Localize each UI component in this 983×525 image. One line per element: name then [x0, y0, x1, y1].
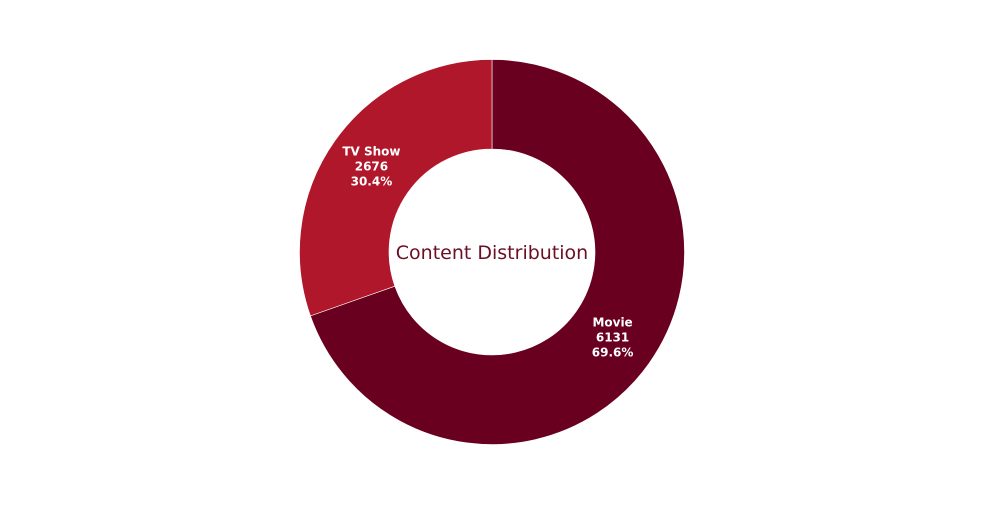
slice-label-tv-show-percent: 30.4%: [351, 175, 393, 189]
slice-label-movie-value: 6131: [596, 330, 629, 344]
slice-label-tv-show-category: TV Show: [342, 145, 400, 159]
center-title: Content Distribution: [396, 242, 588, 264]
slice-tv-show[interactable]: [299, 59, 493, 317]
slice-label-tv-show-value: 2676: [355, 160, 388, 174]
slices-layer: [299, 59, 685, 445]
slice-movie[interactable]: [310, 59, 685, 445]
slice-label-movie-category: Movie: [592, 315, 632, 329]
slice-label-movie-percent: 69.6%: [592, 345, 634, 359]
